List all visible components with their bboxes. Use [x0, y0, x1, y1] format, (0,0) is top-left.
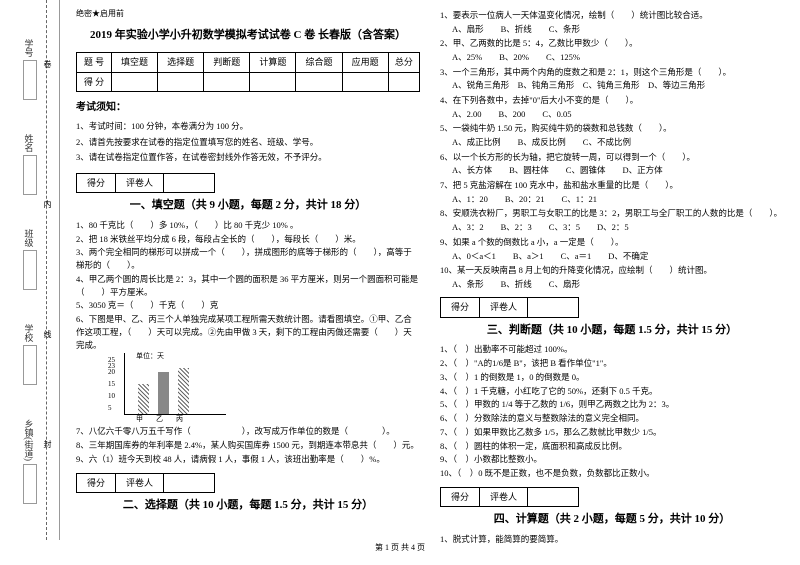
gutter-field: 学校: [23, 321, 37, 385]
notice-item: 2、请首先按要求在试卷的指定位置填写您的姓名、班级、学号。: [76, 136, 420, 150]
notice-heading: 考试须知：: [76, 100, 420, 116]
question: 8、三年期国库券的年利率是 2.4%，某人购买国库券 1500 元，到期连本带息…: [76, 439, 420, 452]
question: 5、一袋纯牛奶 1.50 元，购买纯牛奶的袋数和总钱数（ ）。: [440, 122, 784, 135]
page: 卷 内 线 封 学号 姓名 班级 学校 乡镇(街道) 绝密★启用前 2019 年…: [0, 0, 800, 540]
score-box: 得分评卷人: [76, 173, 215, 193]
options: A、25% B、20% C、125%: [440, 51, 784, 65]
seal-text: 线: [42, 330, 53, 338]
gutter-field: 乡镇(街道): [23, 416, 37, 504]
question: 8、安顺洗衣粉厂，男职工与女职工的比是 3：2，男职工与全厂职工的人数的比是（ …: [440, 207, 784, 220]
options: A、长方体 B、圆柱体 C、圆锥体 D、正方体: [440, 164, 784, 178]
score-box: 得分评卷人: [440, 297, 579, 317]
question: 2、把 18 米铁丝平均分成 6 段，每段占全长的（ ），每段长（ ）米。: [76, 233, 420, 246]
question: 9、如果 a 个数的倒数比 a 小，a 一定是（ ）。: [440, 236, 784, 249]
question: 10、某一天反映南昌 8 月上旬的升降变化情况，应绘制（ ）统计图。: [440, 264, 784, 277]
seal-text: 封: [42, 440, 53, 448]
options: A、条形 B、折线 C、扇形: [440, 278, 784, 292]
question: 1、要表示一位病人一天体温变化情况，绘制（ ）统计图比较合适。: [440, 9, 784, 22]
score-box: 得分评卷人: [440, 487, 579, 507]
score-table: 题 号填空题选择题判断题计算题综合题应用题总分 得 分: [76, 52, 420, 92]
question: 3、一个三角形，其中两个内角的度数之和是 2：1，则这个三角形是（ ）。: [440, 66, 784, 79]
question: 9、（ ）小数都比整数小。: [440, 453, 784, 466]
question: 1、脱式计算，能简算的要简算。: [440, 533, 784, 546]
question: 8、（ ）圆柱的体积一定，底面积和高成反比例。: [440, 440, 784, 453]
seal-line: [46, 0, 47, 540]
question: 2、（ ）"A的1/6是 B"，该把 B 看作单位"1"。: [440, 357, 784, 370]
section-title: 三、判断题（共 10 小题，每题 1.5 分，共计 15 分）: [440, 322, 784, 340]
options: A、0＜a＜1 B、a＞1 C、a＝1 D、不确定: [440, 250, 784, 264]
bar: [158, 372, 169, 414]
bar-chart: 单位：天 25 23 20 15 10 5 甲 乙 丙: [106, 353, 226, 423]
question: 4、在下列各数中，去掉"0"后大小不变的是（ ）。: [440, 94, 784, 107]
section-title: 四、计算题（共 2 小题，每题 5 分，共计 10 分）: [440, 511, 784, 529]
gutter-field: 姓名: [23, 131, 37, 195]
question: 2、甲、乙两数的比是 5：4，乙数比甲数少（ ）。: [440, 37, 784, 50]
question: 9、六（1）班今天到校 48 人，请病假 1 人，事假 1 人，该班出勤率是（ …: [76, 453, 420, 466]
score-box: 得分评卷人: [76, 473, 215, 493]
options: A、锐角三角形 B、钝角三角形 C、钝角三角形 D、等边三角形: [440, 79, 784, 93]
options: A、1：20 B、20：21 C、1：21: [440, 193, 784, 207]
question: 1、（ ）出勤率不可能超过 100%。: [440, 343, 784, 356]
notice-item: 3、请在试卷指定位置作答，在试卷密封线外作答无效，不予评分。: [76, 151, 420, 165]
options: A、3：2 B、2：3 C、3：5 D、2：5: [440, 221, 784, 235]
seal-text: 内: [42, 200, 53, 208]
question: 6、（ ）分数除法的意义与整数除法的意义完全相同。: [440, 412, 784, 425]
secret-label: 绝密★启用前: [76, 8, 420, 21]
question: 7、把 5 克盐溶解在 100 克水中，盐和盐水重量的比是（ ）。: [440, 179, 784, 192]
right-column: 1、要表示一位病人一天体温变化情况，绘制（ ）统计图比较合适。 A、扇形 B、折…: [430, 8, 794, 540]
section-title: 一、填空题（共 9 小题，每题 2 分，共计 18 分）: [76, 197, 420, 215]
question: 4、（ ）1 千克糖，小红吃了它的 50%，还剩下 0.5 千克。: [440, 385, 784, 398]
y-axis: [124, 353, 125, 415]
options: A、扇形 B、折线 C、条形: [440, 23, 784, 37]
exam-title: 2019 年实验小学小升初数学模拟考试试卷 C 卷 长春版（含答案）: [76, 27, 420, 45]
question: 7、八亿六千零八万五千写作（ ），改写成万作单位的数是（ ）。: [76, 425, 420, 438]
bar: [138, 384, 149, 414]
question: 6、以一个长方形的长为轴，把它旋转一周，可以得到一个（ ）。: [440, 151, 784, 164]
question: 6、下图是甲、乙、丙三个人单独完成某项工程所需天数统计图。请看图填空。①甲、乙合…: [76, 313, 420, 351]
question: 5、（ ）甲数的 1/4 等于乙数的 1/6，则甲乙两数之比为 2：3。: [440, 398, 784, 411]
gutter-field: 班级: [23, 226, 37, 290]
question: 1、80 千克比（ ）多 10%，（ ）比 80 千克少 10% 。: [76, 219, 420, 232]
question: 3、两个完全相同的梯形可以拼成一个（ ），拼成图形的底等于梯形的（ ），高等于梯…: [76, 246, 420, 272]
gutter-field: 学号: [23, 36, 37, 100]
question: 7、（ ）如果甲数比乙数多 1/5，那么乙数就比甲数少 1/5。: [440, 426, 784, 439]
binding-gutter: 卷 内 线 封 学号 姓名 班级 学校 乡镇(街道): [0, 0, 60, 540]
notice-item: 1、考试时间：100 分钟，本卷满分为 100 分。: [76, 120, 420, 134]
options: A、2.00 B、200 C、0.05: [440, 108, 784, 122]
section-title: 二、选择题（共 10 小题，每题 1.5 分，共计 15 分）: [76, 497, 420, 515]
question: 5、3050 克＝（ ）千克（ ）克: [76, 299, 420, 312]
question: 10、（ ）0 既不是正数，也不是负数，负数都比正数小。: [440, 467, 784, 480]
left-column: 绝密★启用前 2019 年实验小学小升初数学模拟考试试卷 C 卷 长春版（含答案…: [66, 8, 430, 540]
bar: [178, 368, 189, 414]
content-area: 绝密★启用前 2019 年实验小学小升初数学模拟考试试卷 C 卷 长春版（含答案…: [60, 0, 800, 540]
chart-title: 单位：天: [136, 351, 164, 362]
seal-text: 卷: [42, 60, 53, 68]
question: 4、甲乙两个圆的周长比是 2：3，其中一个圆的面积是 36 平方厘米，则另一个圆…: [76, 273, 420, 299]
options: A、成正比例 B、成反比例 C、不成比例: [440, 136, 784, 150]
question: 3、（ ）1 的倒数是 1，0 的倒数是 0。: [440, 371, 784, 384]
